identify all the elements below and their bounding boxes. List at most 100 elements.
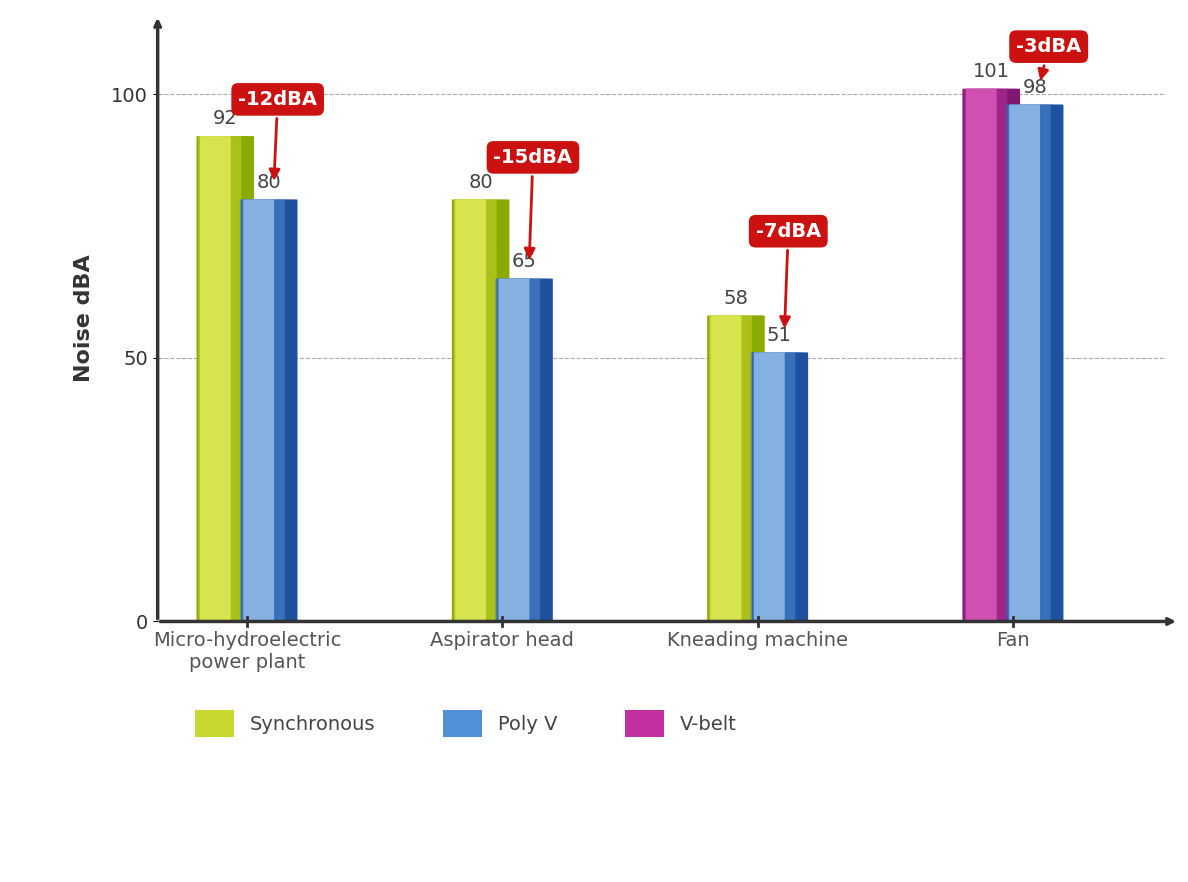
Bar: [520, 279, 522, 622]
Bar: [474, 199, 475, 622]
FancyBboxPatch shape: [497, 279, 541, 621]
Text: -7dBA: -7dBA: [756, 221, 821, 325]
Bar: [1023, 105, 1024, 622]
Bar: [999, 89, 1000, 622]
Bar: [227, 137, 228, 622]
Bar: [764, 353, 765, 622]
Bar: [996, 89, 997, 622]
Bar: [536, 279, 537, 622]
Bar: [223, 137, 225, 622]
Bar: [788, 353, 790, 622]
Bar: [773, 353, 776, 622]
Bar: [264, 199, 265, 622]
Bar: [722, 316, 723, 622]
Bar: [1031, 105, 1032, 622]
Bar: [209, 137, 210, 622]
Bar: [493, 199, 494, 622]
Bar: [1048, 105, 1049, 622]
Bar: [257, 199, 258, 622]
FancyBboxPatch shape: [451, 199, 510, 621]
FancyBboxPatch shape: [454, 199, 497, 621]
Bar: [994, 89, 996, 622]
Bar: [531, 279, 532, 622]
Bar: [518, 279, 520, 622]
Bar: [786, 353, 788, 622]
Bar: [284, 199, 285, 622]
Bar: [259, 199, 260, 622]
Bar: [1005, 89, 1007, 622]
Bar: [977, 89, 978, 622]
Bar: [533, 279, 535, 622]
Bar: [987, 89, 988, 622]
Bar: [1004, 89, 1005, 622]
Bar: [488, 199, 489, 622]
Bar: [479, 199, 480, 622]
FancyBboxPatch shape: [965, 88, 1007, 621]
Bar: [1001, 89, 1003, 622]
Bar: [1025, 105, 1026, 622]
Bar: [1040, 105, 1041, 622]
Bar: [979, 89, 980, 622]
FancyBboxPatch shape: [240, 199, 297, 621]
Bar: [274, 199, 276, 622]
Bar: [228, 137, 230, 622]
Text: 80: 80: [468, 173, 493, 191]
FancyBboxPatch shape: [198, 136, 241, 621]
Bar: [481, 199, 482, 622]
Bar: [986, 89, 987, 622]
Bar: [525, 279, 526, 622]
Bar: [781, 353, 782, 622]
Bar: [485, 199, 486, 622]
Bar: [253, 199, 254, 622]
Bar: [763, 353, 764, 622]
Bar: [225, 137, 226, 622]
Bar: [745, 316, 746, 622]
Bar: [981, 89, 982, 622]
Bar: [735, 316, 737, 622]
Bar: [492, 199, 493, 622]
Bar: [784, 353, 785, 622]
Bar: [217, 137, 219, 622]
Bar: [473, 199, 474, 622]
Bar: [1047, 105, 1048, 622]
Bar: [216, 137, 217, 622]
Bar: [511, 279, 512, 622]
Bar: [775, 353, 776, 622]
FancyBboxPatch shape: [1009, 104, 1040, 621]
Bar: [518, 279, 519, 622]
Bar: [238, 137, 239, 622]
Text: -12dBA: -12dBA: [238, 90, 317, 178]
Bar: [1036, 105, 1037, 622]
Bar: [215, 137, 216, 622]
Bar: [1050, 105, 1051, 622]
Text: -3dBA: -3dBA: [1016, 37, 1081, 78]
Bar: [517, 279, 518, 622]
Bar: [523, 279, 524, 622]
FancyBboxPatch shape: [707, 316, 765, 621]
Bar: [222, 137, 223, 622]
Bar: [466, 199, 467, 622]
Bar: [789, 353, 791, 622]
Bar: [772, 353, 775, 622]
Bar: [261, 199, 263, 622]
Bar: [258, 199, 259, 622]
Bar: [750, 316, 751, 622]
Bar: [1018, 105, 1019, 622]
Bar: [508, 279, 510, 622]
Bar: [1024, 105, 1025, 622]
Bar: [742, 316, 744, 622]
Bar: [533, 279, 536, 622]
Bar: [228, 137, 229, 622]
Bar: [766, 353, 767, 622]
Bar: [482, 199, 485, 622]
Bar: [988, 89, 990, 622]
Bar: [211, 137, 214, 622]
Bar: [267, 199, 268, 622]
Bar: [482, 199, 484, 622]
Bar: [1003, 89, 1004, 622]
Bar: [788, 353, 789, 622]
Bar: [465, 199, 466, 622]
Bar: [1049, 105, 1050, 622]
Bar: [785, 353, 786, 622]
Bar: [975, 89, 977, 622]
